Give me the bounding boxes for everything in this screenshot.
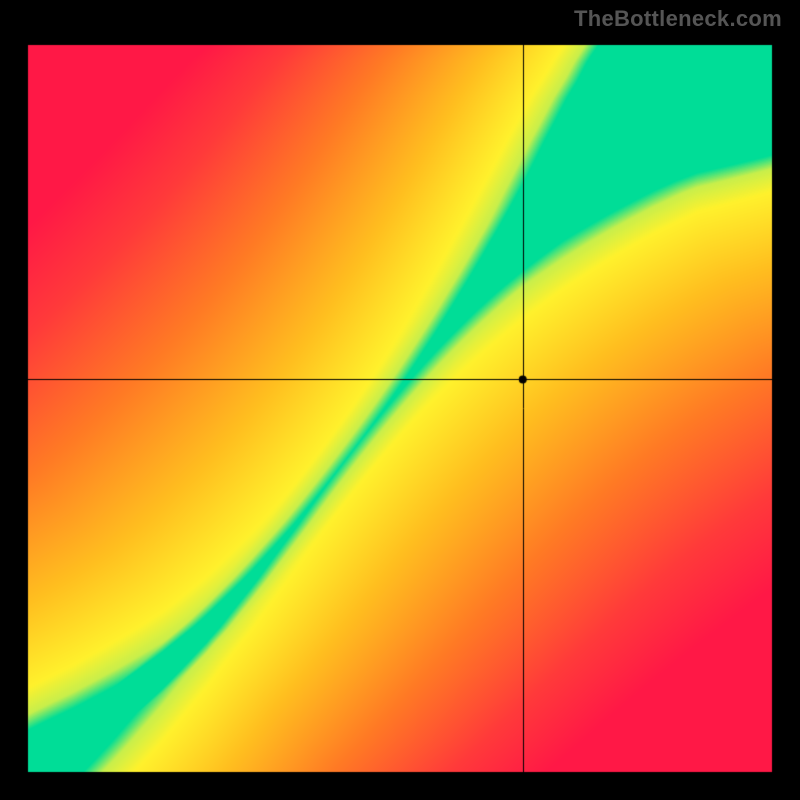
chart-container: TheBottleneck.com: [0, 0, 800, 800]
bottleneck-heatmap-canvas: [0, 0, 800, 800]
watermark-text: TheBottleneck.com: [574, 6, 782, 32]
